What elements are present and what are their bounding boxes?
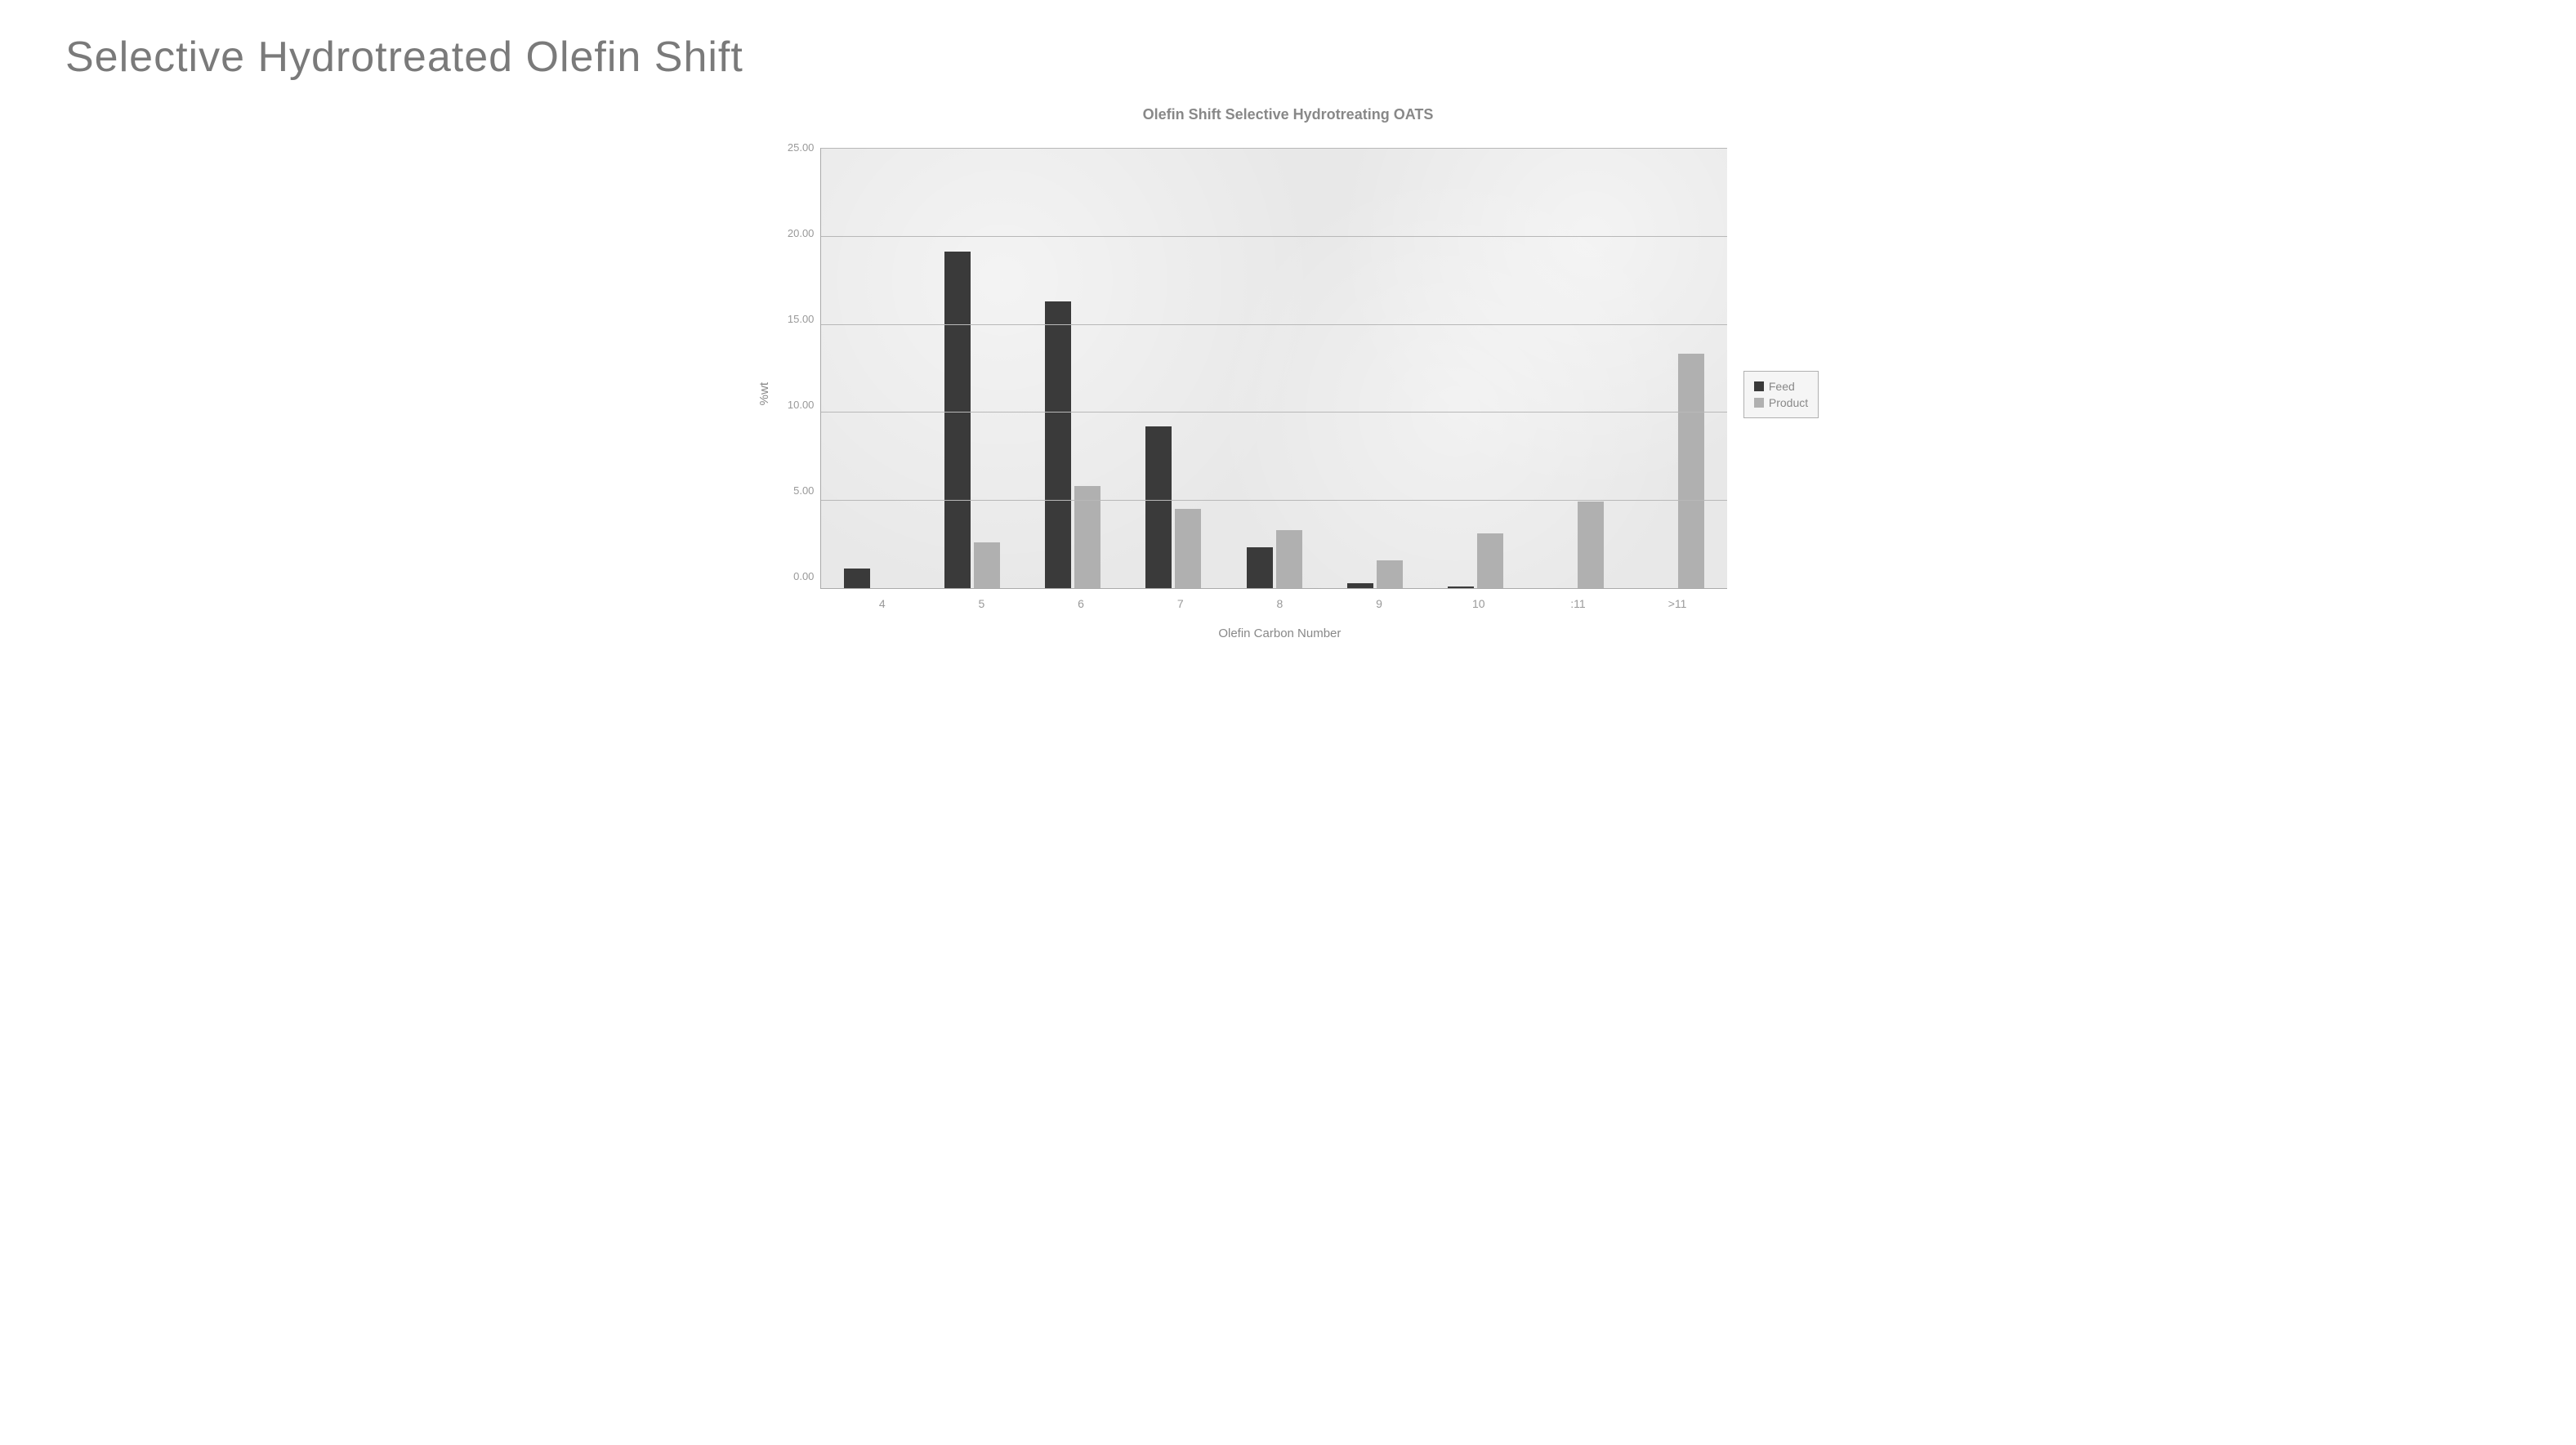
plot-area [820, 148, 1726, 589]
x-tick-label: >11 [1627, 597, 1727, 610]
chart-area: 25.0020.0015.0010.005.000.00 45678910:11… [788, 148, 1727, 640]
bar-product [1578, 502, 1604, 588]
bar-product [1276, 530, 1302, 588]
y-tick-label: 15.00 [788, 313, 815, 325]
bar-group [1526, 148, 1627, 588]
bar-product [974, 542, 1000, 588]
bar-product [1477, 533, 1503, 588]
bar-feed [1247, 547, 1273, 588]
y-tick-label: 10.00 [788, 399, 815, 411]
bar-group [922, 148, 1023, 588]
legend-swatch [1754, 381, 1764, 391]
y-axis-label: %wt [757, 382, 771, 405]
legend-swatch [1754, 398, 1764, 408]
chart-wrapper: %wt 25.0020.0015.0010.005.000.00 4567891… [49, 148, 2527, 640]
gridline [821, 412, 1726, 413]
bar-group [1425, 148, 1525, 588]
bar-group [1324, 148, 1425, 588]
bar-feed [944, 252, 971, 588]
x-tick-label: 9 [1329, 597, 1429, 610]
bar-group [1224, 148, 1324, 588]
bar-group [1627, 148, 1727, 588]
bar-feed [1448, 586, 1474, 588]
gridline [821, 324, 1726, 325]
gridline [821, 148, 1726, 149]
x-tick-label: :11 [1529, 597, 1628, 610]
bar-group [821, 148, 922, 588]
x-axis-ticks: 45678910:11>11 [833, 597, 1727, 610]
bar-feed [844, 569, 870, 588]
x-tick-label: 4 [833, 597, 932, 610]
bar-product [1175, 509, 1201, 588]
bar-feed [1347, 583, 1373, 588]
gridline [821, 500, 1726, 501]
legend-label: Feed [1769, 380, 1795, 393]
gridline [821, 236, 1726, 237]
x-tick-label: 5 [932, 597, 1032, 610]
y-tick-label: 5.00 [793, 484, 814, 497]
x-axis-label: Olefin Carbon Number [833, 627, 1727, 640]
legend-item: Product [1754, 395, 1808, 411]
legend: Feed Product [1743, 371, 1819, 418]
bar-group [1123, 148, 1224, 588]
legend-label: Product [1769, 396, 1808, 409]
bar-product [1074, 486, 1100, 588]
x-tick-label: 10 [1429, 597, 1529, 610]
bar-product [1678, 354, 1704, 588]
y-tick-label: 25.00 [788, 141, 815, 154]
x-tick-label: 8 [1230, 597, 1330, 610]
x-tick-label: 6 [1031, 597, 1131, 610]
x-tick-label: 7 [1131, 597, 1230, 610]
chart-title: Olefin Shift Selective Hydrotreating OAT… [49, 106, 2527, 123]
bar-product [1377, 560, 1403, 588]
y-tick-label: 20.00 [788, 227, 815, 239]
legend-item: Feed [1754, 378, 1808, 395]
page-title: Selective Hydrotreated Olefin Shift [65, 33, 2527, 82]
bar-group [1023, 148, 1123, 588]
bars-container [821, 148, 1726, 588]
bar-feed [1145, 426, 1172, 588]
bar-feed [1045, 301, 1071, 588]
y-tick-label: 0.00 [793, 570, 814, 582]
y-axis-ticks: 25.00 20.00 15.00 10.00 5.00 0.00 [788, 141, 821, 582]
